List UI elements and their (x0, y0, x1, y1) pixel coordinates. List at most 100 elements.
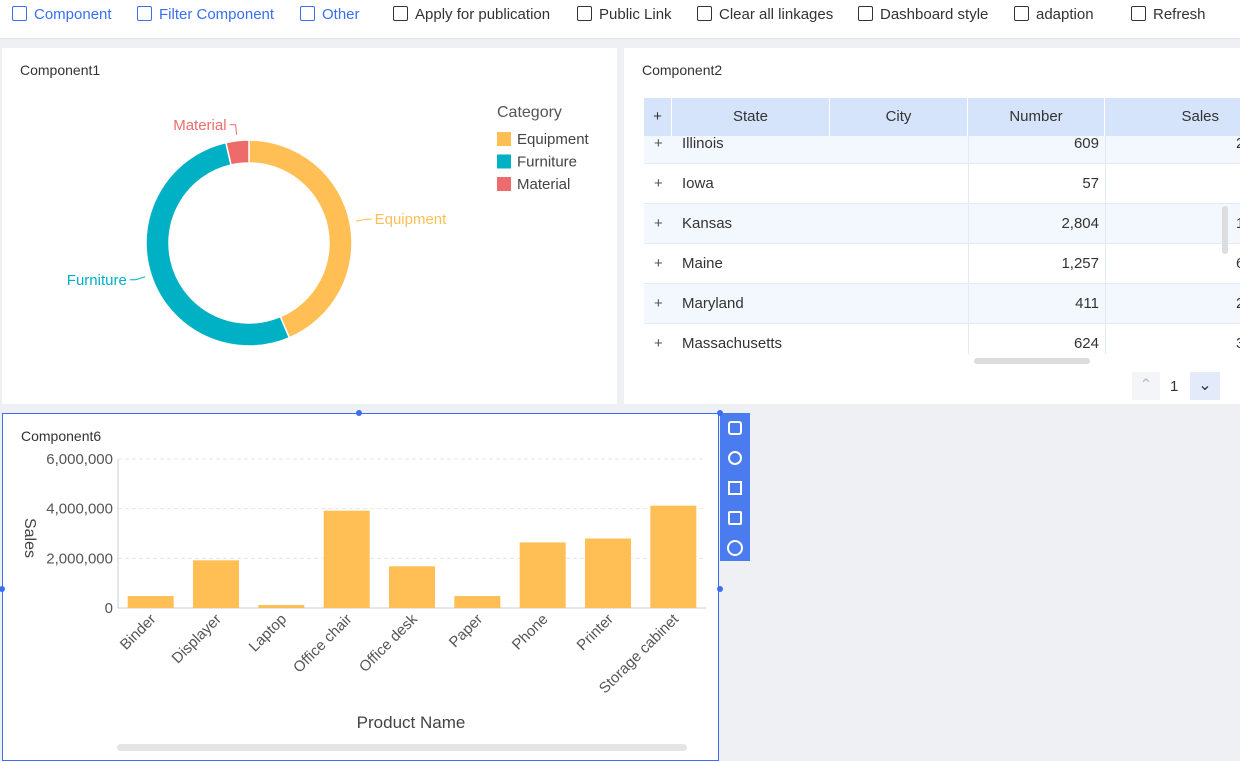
label: Filter Component (159, 6, 275, 23)
cell-divider (968, 324, 969, 354)
handle[interactable] (717, 410, 723, 416)
column-header: Sales (1105, 98, 1240, 136)
x-axis-title: Product Name (357, 713, 466, 732)
label: Clear all linkages (719, 6, 834, 23)
handle[interactable] (356, 410, 362, 416)
toolbar-item[interactable]: Component (12, 6, 112, 23)
comment-icon[interactable] (728, 511, 742, 525)
sales-cell: 6 (1236, 255, 1240, 272)
y-tick-label: 0 (105, 600, 113, 617)
y-tick-label: 2,000,000 (46, 550, 113, 567)
x-tick-label: Phone (509, 611, 552, 654)
toolbar-item[interactable]: Other (300, 6, 360, 23)
table-row: + Kansas 2,804 1 (644, 204, 1240, 244)
label: Component (34, 6, 112, 23)
more-icon[interactable] (727, 540, 743, 556)
state-cell: Iowa (682, 175, 714, 192)
toolbar-item[interactable]: Refresh (1131, 6, 1206, 23)
cell-divider (1105, 324, 1106, 354)
table-row: + Iowa 57 (644, 164, 1240, 204)
bar (519, 542, 566, 608)
x-tick-label: Displayer (169, 611, 225, 667)
cell-divider (968, 284, 969, 324)
x-tick-label: Paper (446, 611, 486, 651)
label: Refresh (1153, 6, 1206, 23)
label: adaption (1036, 6, 1094, 23)
sales-cell: 2 (1236, 295, 1240, 312)
switch-icon[interactable] (728, 481, 742, 495)
donut-slice (248, 139, 353, 339)
sales-cell: 2 (1236, 135, 1240, 152)
toolbar: Component Filter Component Other Apply f… (0, 0, 1240, 39)
bar (389, 566, 435, 608)
number-cell: 411 (1075, 295, 1099, 312)
number-cell: 609 (1073, 135, 1099, 152)
state-cell: Maryland (682, 295, 744, 312)
table-row: + Maryland 411 2 (644, 284, 1240, 324)
legend-swatch (497, 132, 511, 146)
page-number: 1 (1170, 378, 1179, 395)
column-header: City (830, 98, 968, 136)
table-row: + Massachusetts 624 3 (644, 324, 1240, 354)
cell-divider (968, 244, 969, 284)
number-cell: 624 (1073, 335, 1099, 352)
y-tick-label: 4,000,000 (46, 501, 113, 518)
bar (650, 505, 697, 608)
slice-label: Equipment (375, 211, 448, 228)
bar (323, 510, 370, 608)
state-cell: Kansas (682, 215, 733, 232)
slice-label: Material (173, 117, 226, 134)
toolbar-item[interactable]: Apply for publication (393, 6, 550, 23)
number-cell: 1,257 (1061, 255, 1099, 272)
state-cell: Massachusetts (682, 335, 783, 352)
label-line (229, 124, 238, 135)
edit-icon[interactable] (728, 421, 742, 435)
column-header: Number (968, 98, 1105, 136)
scrollbar[interactable] (974, 358, 1090, 364)
toolbar-item[interactable]: Filter Component (137, 6, 274, 23)
label-line (355, 218, 372, 222)
toolbar-item[interactable]: Public Link (577, 6, 672, 23)
panel-title: Component6 (21, 428, 102, 444)
legend-label: Material (517, 176, 570, 193)
y-axis-title: Sales (21, 518, 38, 558)
scrollbar[interactable] (117, 744, 687, 751)
toolbar-item[interactable]: adaption (1014, 6, 1094, 23)
x-tick-label: Office chair (290, 611, 355, 676)
number-cell: 57 (1082, 175, 1099, 192)
legend-swatch (497, 154, 511, 169)
table-header: + State City Number Sales (644, 98, 1240, 136)
legend-title: Category (497, 104, 562, 121)
cell-divider (1105, 204, 1106, 244)
state-cell: Illinois (682, 135, 724, 152)
expand-icon: + (654, 215, 663, 232)
legend-swatch (497, 177, 511, 191)
scrollbar[interactable] (1222, 206, 1228, 254)
handle[interactable] (717, 586, 723, 592)
x-tick-label: Printer (574, 611, 617, 654)
page-prev[interactable]: ⌃ (1132, 372, 1160, 400)
undo-icon[interactable] (728, 451, 742, 465)
side-toolbar (720, 413, 750, 561)
donut-slice (145, 141, 291, 347)
page-next[interactable]: ⌄ (1190, 372, 1220, 400)
donut-slice (225, 139, 250, 166)
x-tick-label: Laptop (246, 611, 290, 655)
bar (127, 596, 174, 608)
expand-icon: + (654, 295, 663, 312)
x-tick-label: Binder (117, 611, 160, 654)
expand-icon[interactable]: + (644, 98, 672, 136)
sales-cell: 3 (1236, 335, 1240, 352)
component-panel[interactable]: Component1 (2, 48, 617, 404)
component-panel[interactable]: Component2 + Illinois 609 2 + Iowa 57 + Kansas 2,… (624, 48, 1240, 404)
handle[interactable] (0, 586, 5, 592)
toolbar-item[interactable]: Clear all linkages (697, 6, 833, 23)
panel-title: Component2 (642, 62, 723, 78)
cell-divider (968, 164, 969, 204)
expand-icon: + (654, 135, 663, 152)
sales-cell: 1 (1236, 215, 1240, 232)
toolbar-item[interactable]: Dashboard style (858, 6, 988, 23)
table: + Illinois 609 2 + Iowa 57 + Kansas 2,804 1 + Maine 1… (644, 98, 1240, 354)
